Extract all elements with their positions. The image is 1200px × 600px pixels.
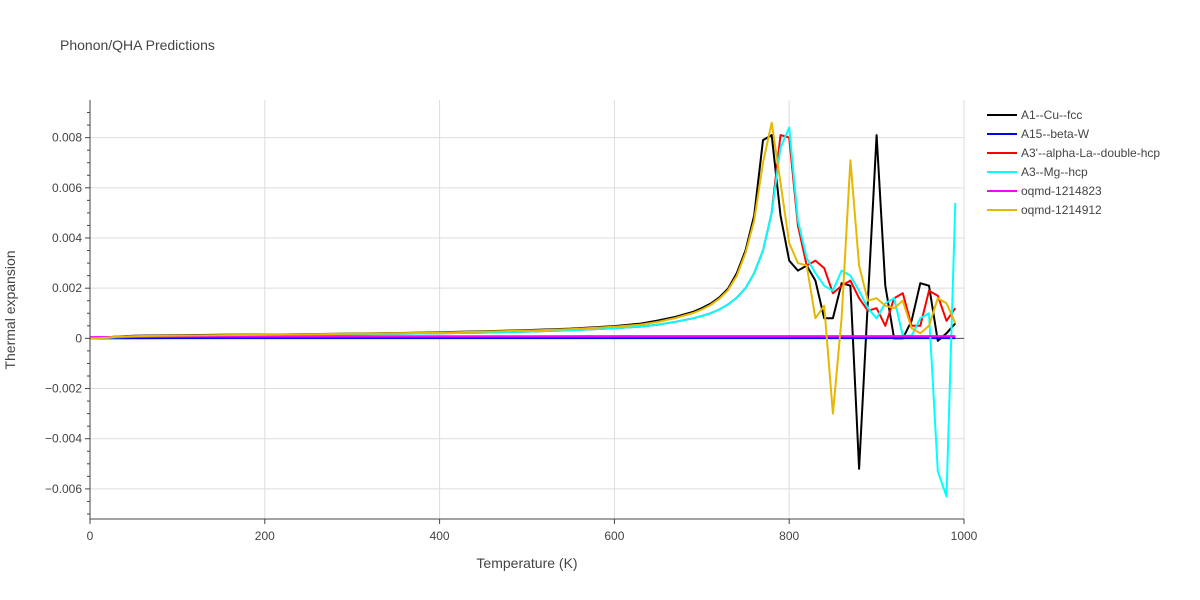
series-line-2[interactable] xyxy=(89,134,957,340)
series-line-5[interactable] xyxy=(89,121,957,415)
y-axis-ticks: −0.006 −0.004 −0.002 0 0.002 0.004 0.006 0.008 xyxy=(45,131,90,496)
legend[interactable]: A1--Cu--fcc A15--beta-W A3'--alpha-La--dou… xyxy=(987,108,1160,217)
y-tick-label: 0.008 xyxy=(52,131,82,145)
y-tick-label: 0 xyxy=(75,331,82,345)
legend-item[interactable]: A15--beta-W xyxy=(987,127,1090,141)
legend-label: A1--Cu--fcc xyxy=(1021,108,1082,122)
y-tick-label: 0.002 xyxy=(52,281,82,295)
x-tick-label: 200 xyxy=(255,529,275,543)
y-tick-label: −0.002 xyxy=(45,382,82,396)
x-axis-ticks: 0 200 400 600 800 1000 xyxy=(87,519,978,543)
y-tick-label: 0.004 xyxy=(52,231,82,245)
legend-item[interactable]: A3'--alpha-La--double-hcp xyxy=(987,146,1160,160)
plot-area[interactable] xyxy=(89,121,957,498)
series-line-0[interactable] xyxy=(89,134,957,470)
x-tick-label: 0 xyxy=(87,529,94,543)
legend-item[interactable]: A1--Cu--fcc xyxy=(987,108,1082,122)
y-tick-label: −0.006 xyxy=(45,482,82,496)
legend-label: oqmd-1214823 xyxy=(1021,184,1102,198)
legend-label: A3--Mg--hcp xyxy=(1021,165,1088,179)
legend-item[interactable]: A3--Mg--hcp xyxy=(987,165,1088,179)
legend-label: A15--beta-W xyxy=(1021,127,1090,141)
chart-title: Phonon/QHA Predictions xyxy=(60,37,215,53)
y-axis-title: Thermal expansion xyxy=(2,250,18,369)
legend-label: A3'--alpha-La--double-hcp xyxy=(1021,146,1160,160)
x-tick-label: 600 xyxy=(604,529,624,543)
x-tick-label: 400 xyxy=(430,529,450,543)
y-tick-label: 0.006 xyxy=(52,181,82,195)
x-tick-label: 800 xyxy=(779,529,799,543)
x-tick-label: 1000 xyxy=(951,529,978,543)
axes xyxy=(87,100,964,520)
series-line-4[interactable] xyxy=(89,335,956,339)
x-axis-title: Temperature (K) xyxy=(476,555,577,571)
legend-item[interactable]: oqmd-1214912 xyxy=(987,203,1102,217)
gridlines xyxy=(89,100,965,519)
y-tick-label: −0.004 xyxy=(45,432,82,446)
legend-label: oqmd-1214912 xyxy=(1021,203,1102,217)
legend-item[interactable]: oqmd-1214823 xyxy=(987,184,1102,198)
